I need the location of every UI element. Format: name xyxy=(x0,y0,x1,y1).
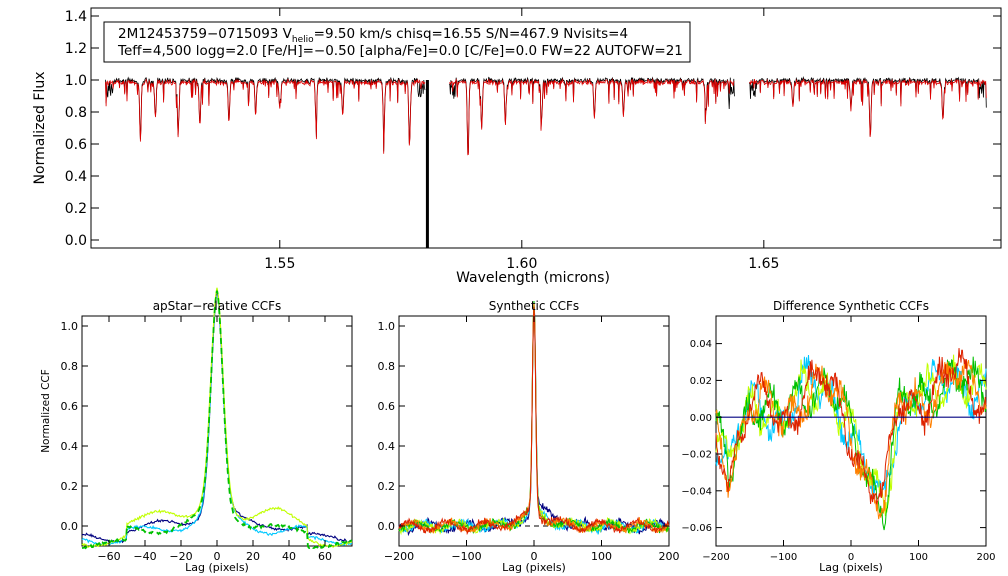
spectrum-x-label: Wavelength (microns) xyxy=(456,270,610,286)
y-tick-label: 0.2 xyxy=(61,480,79,493)
y-tick-label: −0.04 xyxy=(681,486,712,497)
y-tick-label: 0.04 xyxy=(690,339,712,350)
y-tick-label: 0.4 xyxy=(65,169,87,185)
apstar-ccf-x-label: Lag (pixels) xyxy=(185,561,249,574)
y-tick-label: 1.4 xyxy=(65,9,87,25)
y-tick-label: 0.8 xyxy=(378,360,396,373)
y-tick-label: 0.02 xyxy=(690,376,712,387)
y-tick-label: 0.6 xyxy=(378,400,396,413)
difference-ccf-title: Difference Synthetic CCFs xyxy=(773,299,929,313)
y-tick-label: 0.0 xyxy=(65,233,87,249)
x-tick-label: 1.55 xyxy=(264,256,295,272)
y-tick-label: 0.6 xyxy=(65,137,87,153)
x-tick-label: −200 xyxy=(702,552,729,563)
apstar-ccf-series xyxy=(81,288,353,547)
synthetic-ccf-lines xyxy=(398,300,670,537)
x-tick-label: −100 xyxy=(451,550,481,563)
y-tick-label: 0.0 xyxy=(378,520,396,533)
x-tick-label: 0 xyxy=(848,552,854,563)
synthetic-ccf-series xyxy=(398,300,670,534)
x-tick-label: 20 xyxy=(246,550,260,563)
x-tick-label: 200 xyxy=(659,550,680,563)
apstar-ccf-frame xyxy=(81,315,353,547)
synthetic-ccf-x-label: Lag (pixels) xyxy=(502,561,566,574)
x-tick-label: 100 xyxy=(591,550,612,563)
observed-flux-line xyxy=(448,76,735,155)
difference-ccf-lines xyxy=(715,348,987,531)
synthetic-ccf-series xyxy=(398,306,670,536)
x-tick-label: 100 xyxy=(909,552,928,563)
x-tick-label: −40 xyxy=(133,550,156,563)
synthetic-ccf-panel: −200 −100 0 100 200 0.0 0.2 0.4 0.6 0.8 1.0 Synthe… xyxy=(378,299,680,574)
spectrum-lines xyxy=(105,76,987,248)
x-tick-label: 1.60 xyxy=(506,256,537,272)
x-tick-label: 40 xyxy=(282,550,296,563)
y-tick-label: 0.8 xyxy=(65,105,87,121)
y-tick-label: 0.6 xyxy=(61,400,79,413)
spectrum-y-label: Normalized Flux xyxy=(32,72,48,185)
x-tick-label: 200 xyxy=(976,552,995,563)
y-tick-label: 1.0 xyxy=(65,73,87,89)
model-flux-line xyxy=(105,78,426,154)
y-tick-label: 1.0 xyxy=(378,320,396,333)
difference-ccf-frame xyxy=(715,315,987,547)
x-tick-label: 1.65 xyxy=(748,256,779,272)
info-line-1: 2M12453759−0715093 Vhelio=9.50 km/s chis… xyxy=(118,26,628,45)
difference-ccf-panel: −200 −100 0 100 200 −0.06 −0.04 −0.02 0.00 0.02 0.… xyxy=(681,299,995,574)
y-tick-label: 0.4 xyxy=(378,440,396,453)
spectrum-frame xyxy=(90,7,1002,249)
apstar-ccf-series xyxy=(81,287,353,548)
spectrum-axes: 1.55 1.60 1.65 0.0 0.2 0.4 0.6 0.8 1.0 1.2 1.4 xyxy=(65,8,1001,272)
apstar-ccf-panel: −60 −40 −20 0 20 40 60 0.0 0.2 0.4 0.6 0.8 1.0 apSta… xyxy=(40,287,353,574)
y-tick-label: −0.02 xyxy=(681,450,712,461)
synthetic-ccf-title: Synthetic CCFs xyxy=(489,299,579,313)
x-tick-label: −60 xyxy=(97,550,120,563)
x-tick-label: −100 xyxy=(770,552,797,563)
y-tick-label: 1.0 xyxy=(61,320,79,333)
info-line-2: Teff=4,500 logg=2.0 [Fe/H]=−0.50 [alpha/… xyxy=(117,43,683,59)
synthetic-ccf-series xyxy=(398,306,670,537)
synthetic-ccf-series xyxy=(398,304,670,535)
apstar-ccf-series xyxy=(81,291,353,544)
synthetic-ccf-axes: −200 −100 0 100 200 0.0 0.2 0.4 0.6 0.8 1.0 xyxy=(378,316,680,563)
difference-ccf-x-label: Lag (pixels) xyxy=(819,561,883,574)
spectrum-panel: 1.55 1.60 1.65 0.0 0.2 0.4 0.6 0.8 1.0 1.2 1.4 2M1… xyxy=(32,7,1002,286)
x-tick-label: 0 xyxy=(214,550,221,563)
y-tick-label: 0.00 xyxy=(690,413,712,424)
x-tick-label: 60 xyxy=(318,550,332,563)
difference-ccf-series xyxy=(715,348,987,505)
y-tick-label: 1.2 xyxy=(65,41,87,57)
x-tick-label: −20 xyxy=(169,550,192,563)
synthetic-ccf-series xyxy=(398,303,670,534)
x-tick-label: −200 xyxy=(384,550,414,563)
model-flux-line xyxy=(749,78,987,138)
y-tick-label: 0.2 xyxy=(378,480,396,493)
apstar-ccf-title: apStar−relative CCFs xyxy=(153,299,282,313)
difference-ccf-axes: −200 −100 0 100 200 −0.06 −0.04 −0.02 0.00 0.02 0.… xyxy=(681,316,996,563)
difference-ccf-series xyxy=(715,359,987,520)
y-tick-label: 0.4 xyxy=(61,440,79,453)
y-tick-label: 0.2 xyxy=(65,201,87,217)
y-tick-label: 0.0 xyxy=(61,520,79,533)
y-tick-label: −0.06 xyxy=(681,523,712,534)
apstar-ccf-y-label: Normalized CCF xyxy=(40,369,52,453)
synthetic-ccf-frame xyxy=(398,315,670,547)
apstar-ccf-series xyxy=(81,290,353,551)
x-tick-label: 0 xyxy=(531,550,538,563)
apstar-ccf-lines xyxy=(81,287,353,551)
model-flux-line xyxy=(448,77,735,156)
synthetic-ccf-series xyxy=(398,303,670,536)
y-tick-label: 0.8 xyxy=(61,360,79,373)
difference-ccf-series xyxy=(715,354,987,517)
info-box xyxy=(103,21,691,63)
apstar-ccf-axes: −60 −40 −20 0 20 40 60 0.0 0.2 0.4 0.6 0.8 1.0 xyxy=(61,316,352,563)
